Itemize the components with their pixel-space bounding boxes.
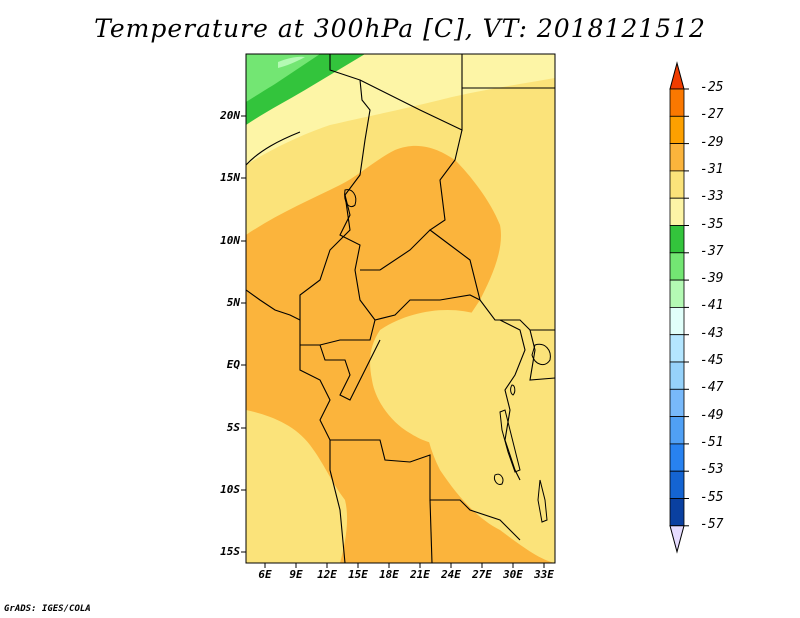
colorbar-label: -25 bbox=[700, 80, 724, 95]
lon-label-15e: 15E bbox=[348, 568, 368, 581]
colorbar-box bbox=[669, 252, 685, 281]
colorbar bbox=[669, 61, 689, 554]
lon-label-30e: 30E bbox=[503, 568, 523, 581]
field-mid-se bbox=[457, 380, 517, 475]
colorbar-box bbox=[669, 88, 685, 117]
lat-label-eq: EQ bbox=[226, 358, 240, 371]
lat-label-10n: 10N bbox=[220, 234, 240, 247]
colorbar-label: -31 bbox=[700, 161, 724, 177]
lake-malawi bbox=[537, 479, 548, 523]
lon-label-27e: 27E bbox=[472, 568, 492, 581]
colorbar-label: -35 bbox=[700, 216, 724, 232]
colorbar-label: -47 bbox=[700, 380, 724, 396]
colorbar-label: -43 bbox=[700, 325, 724, 341]
lake-chad bbox=[344, 189, 357, 208]
lat-label-10s: 10S bbox=[220, 483, 240, 496]
colorbar-box bbox=[669, 197, 685, 226]
lat-label-20n: 20N bbox=[220, 109, 240, 122]
field-mid-south bbox=[246, 410, 348, 563]
lon-label-33e: 33E bbox=[534, 568, 554, 581]
lon-label-6e: 6E bbox=[258, 568, 272, 581]
colorbar-box bbox=[669, 279, 685, 308]
colorbar-label: -45 bbox=[700, 353, 724, 368]
colorbar-box bbox=[669, 443, 685, 472]
colorbar-box bbox=[669, 498, 685, 527]
colorbar-box bbox=[669, 334, 685, 363]
colorbar-label: -37 bbox=[700, 243, 724, 259]
lat-label-15n: 15N bbox=[220, 171, 240, 184]
field-cold-39 bbox=[246, 54, 320, 102]
lon-label-21e: 21E bbox=[410, 568, 430, 581]
colorbar-label: -51 bbox=[700, 434, 724, 450]
lon-label-12e: 12E bbox=[317, 568, 337, 581]
lake-victoria bbox=[531, 343, 551, 366]
colorbar-box bbox=[669, 306, 685, 336]
colorbar-box bbox=[669, 361, 685, 390]
colorbar-label: -33 bbox=[700, 189, 724, 205]
colorbar-label: -39 bbox=[700, 271, 724, 287]
axis-ticks bbox=[241, 115, 545, 568]
lon-label-24e: 24E bbox=[441, 568, 461, 581]
field-cool-north bbox=[246, 54, 555, 165]
field-cold-41 bbox=[278, 56, 305, 68]
colorbar-label: -49 bbox=[700, 407, 724, 423]
map-frame bbox=[245, 53, 556, 564]
lake-kivu bbox=[510, 384, 516, 396]
colorbar-label: -53 bbox=[700, 462, 724, 478]
lake-mweru bbox=[494, 473, 504, 485]
country-borders bbox=[246, 54, 555, 563]
lon-label-18e: 18E bbox=[379, 568, 399, 581]
colorbar-label: -41 bbox=[700, 298, 724, 314]
colorbar-box bbox=[669, 470, 685, 499]
colorbar-label: -29 bbox=[700, 134, 724, 150]
colorbar-label: -55 bbox=[700, 489, 724, 505]
lat-label-5s: 5S bbox=[226, 421, 240, 434]
lakes bbox=[344, 189, 551, 523]
colorbar-box bbox=[669, 225, 685, 254]
colorbar-label: -27 bbox=[700, 107, 724, 123]
colorbar-box bbox=[669, 416, 685, 445]
credit-text: GrADS: IGES/COLA bbox=[4, 604, 91, 614]
colorbar-box bbox=[669, 388, 685, 417]
temperature-field bbox=[246, 54, 555, 563]
colorbar-box bbox=[669, 115, 685, 145]
lat-label-15s: 15S bbox=[220, 545, 240, 558]
colorbar-over-triangle bbox=[669, 61, 685, 90]
colorbar-under-triangle bbox=[669, 525, 685, 554]
colorbar-box bbox=[669, 170, 685, 199]
map-title: Temperature at 300hPa [C], VT: 201812151… bbox=[94, 14, 706, 43]
lon-label-9e: 9E bbox=[289, 568, 303, 581]
lake-tanganyika bbox=[499, 409, 521, 473]
colorbar-label: -57 bbox=[700, 516, 724, 532]
colorbar-box bbox=[669, 143, 685, 172]
lat-label-5n: 5N bbox=[226, 296, 240, 309]
